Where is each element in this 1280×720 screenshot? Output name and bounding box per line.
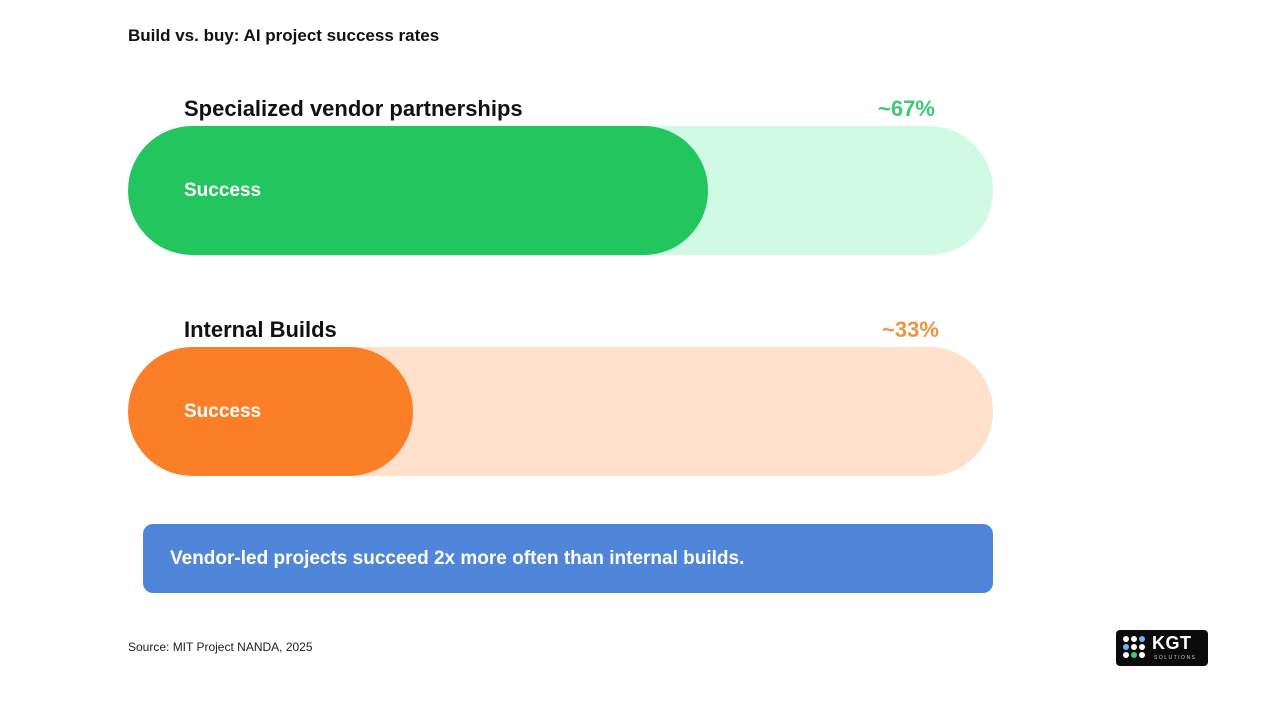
takeaway-callout: Vendor-led projects succeed 2x more ofte…: [143, 524, 993, 593]
bar-category-label: Specialized vendor partnerships: [184, 96, 523, 121]
bar-value-label: ~67%: [878, 96, 935, 121]
bar-fill-internal: [128, 347, 414, 476]
logo-dots-icon: [1123, 636, 1145, 658]
chart-title: Build vs. buy: AI project success rates: [128, 26, 440, 45]
logo-text: KGT: [1152, 633, 1192, 653]
bar-fill-label: Success: [184, 400, 262, 422]
bar-fill-label: Success: [184, 179, 262, 201]
bar-category-label: Internal Builds: [184, 317, 337, 342]
bar-track: Success: [128, 347, 993, 476]
bar-fill-vendor: [128, 126, 708, 255]
kgt-logo: KGT SOLUTIONS: [1116, 630, 1208, 666]
bar-value-label: ~33%: [882, 317, 939, 342]
bar-track: Success: [128, 126, 993, 255]
source-note: Source: MIT Project NANDA, 2025: [128, 640, 313, 654]
logo-subtext: SOLUTIONS: [1154, 655, 1197, 661]
